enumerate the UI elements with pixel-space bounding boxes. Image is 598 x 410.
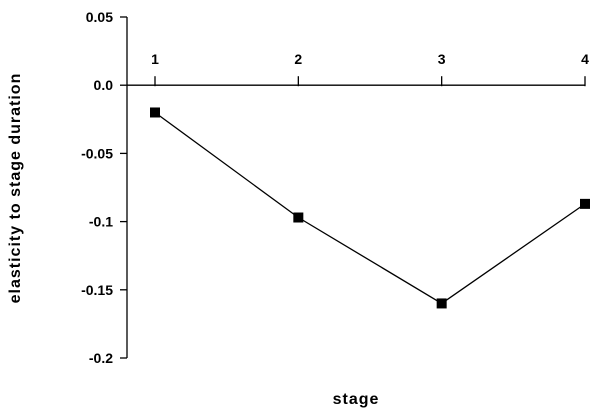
y-tick-label: -0.15 bbox=[81, 282, 113, 298]
data-point-marker bbox=[150, 107, 160, 118]
x-tick-label: 3 bbox=[438, 51, 446, 67]
x-tick-label: 2 bbox=[294, 51, 302, 67]
data-point-marker bbox=[580, 198, 590, 209]
y-tick-label: -0.2 bbox=[89, 350, 113, 366]
y-tick-label: 0.05 bbox=[86, 9, 113, 25]
series bbox=[150, 107, 590, 309]
x-axis: 1 2 3 4 bbox=[127, 51, 589, 87]
x-tick-label: 1 bbox=[151, 51, 159, 67]
y-axis-label: elasticity to stage duration bbox=[7, 73, 24, 304]
data-point-marker bbox=[293, 212, 304, 223]
y-tick-label: -0.1 bbox=[89, 214, 113, 230]
y-tick-label: -0.05 bbox=[81, 145, 113, 161]
y-tick-label: 0.0 bbox=[94, 77, 114, 93]
x-axis-label: stage bbox=[333, 391, 380, 408]
y-axis: 0.05 0.0 -0.05 -0.1 -0.15 -0.2 bbox=[81, 9, 128, 366]
series-line bbox=[154, 111, 586, 305]
x-tick-label: 4 bbox=[581, 51, 589, 67]
data-point-marker bbox=[436, 298, 447, 309]
